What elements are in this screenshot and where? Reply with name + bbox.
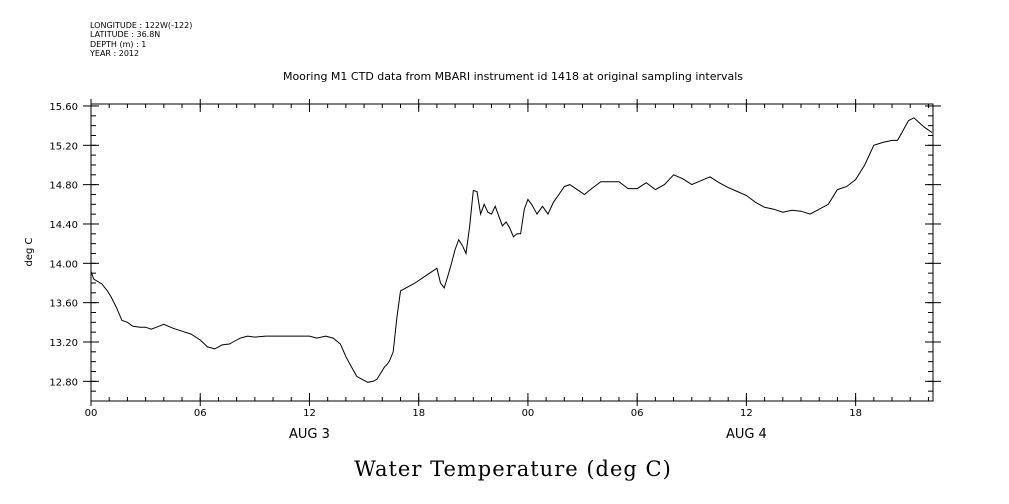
depth-label: DEPTH (m) : 1 bbox=[90, 39, 147, 49]
x-axis: 00 06 12 18 00 06 12 18 bbox=[85, 99, 929, 419]
y-tick-label: 15.20 bbox=[49, 141, 78, 152]
x-tick-label: 18 bbox=[849, 408, 862, 419]
x-axis-title: Water Temperature (deg C) bbox=[354, 457, 672, 481]
longitude-label: LONGITUDE : 122W(-122) bbox=[90, 21, 193, 30]
y-tick-label: 14.40 bbox=[49, 220, 78, 231]
x-tick-label: 12 bbox=[303, 408, 316, 419]
x-tick-label: 18 bbox=[412, 408, 425, 419]
temperature-line bbox=[90, 117, 933, 383]
x-tick-label: 06 bbox=[194, 408, 207, 419]
year-label: YEAR : 2012 bbox=[90, 49, 140, 59]
y-tick-label: 12.80 bbox=[49, 377, 78, 388]
y-tick-label: 13.20 bbox=[49, 338, 78, 349]
x-tick-label: 06 bbox=[631, 408, 644, 419]
y-tick-label: 13.60 bbox=[49, 299, 78, 310]
y-axis-label: deg C bbox=[24, 237, 35, 266]
date-label: AUG 3 bbox=[289, 427, 330, 442]
y-tick-label: 15.60 bbox=[49, 102, 78, 113]
x-tick-label: 12 bbox=[740, 408, 753, 419]
y-tick-label: 14.80 bbox=[49, 181, 78, 192]
y-tick-label: 14.00 bbox=[49, 259, 78, 270]
date-labels: AUG 3 AUG 4 bbox=[289, 427, 767, 442]
chart-title: Mooring M1 CTD data from MBARI instrumen… bbox=[283, 70, 743, 83]
date-label: AUG 4 bbox=[726, 427, 767, 442]
x-tick-label: 00 bbox=[522, 408, 535, 419]
plot-frame bbox=[90, 103, 934, 402]
metadata-block: LONGITUDE : 122W(-122) LATITUDE : 36.8N … bbox=[90, 21, 192, 59]
x-tick-label: 00 bbox=[85, 408, 98, 419]
latitude-label: LATITUDE : 36.8N bbox=[90, 30, 161, 40]
y-axis: 12.80 13.20 13.60 14.00 14.40 14.80 15.20 15.60 bbox=[49, 102, 941, 392]
